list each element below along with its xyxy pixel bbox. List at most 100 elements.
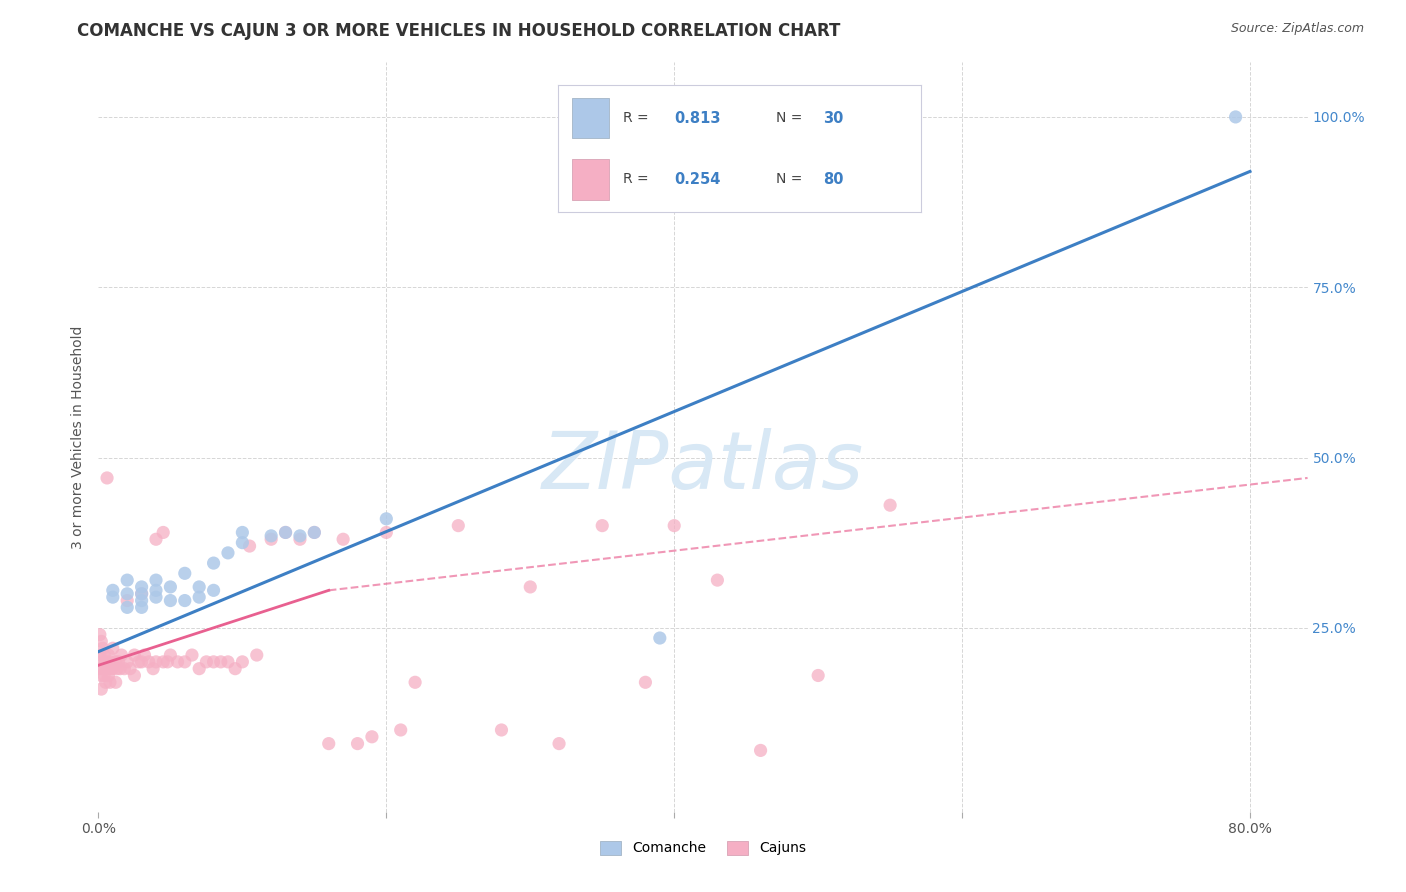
Point	[131, 593, 153, 607]
Point	[202, 556, 225, 570]
Point	[202, 655, 225, 669]
Point	[224, 662, 246, 676]
Point	[101, 662, 124, 676]
Point	[304, 525, 326, 540]
Point	[145, 590, 167, 604]
Point	[195, 655, 218, 669]
Point	[91, 641, 114, 656]
Point	[188, 590, 211, 604]
Point	[404, 675, 426, 690]
Point	[93, 648, 115, 662]
Text: ZIPatlas: ZIPatlas	[541, 428, 865, 506]
Point	[131, 587, 153, 601]
Point	[97, 668, 120, 682]
Point	[112, 662, 135, 676]
Point	[124, 668, 146, 682]
Point	[447, 518, 470, 533]
Point	[90, 668, 112, 682]
Point	[807, 668, 830, 682]
Point	[346, 737, 368, 751]
Point	[879, 498, 901, 512]
Point	[152, 655, 174, 669]
Point	[159, 648, 181, 662]
Point	[96, 662, 118, 676]
Point	[173, 655, 195, 669]
Point	[108, 662, 131, 676]
Point	[101, 590, 124, 604]
Point	[101, 583, 124, 598]
Point	[260, 529, 283, 543]
Point	[231, 525, 253, 540]
Point	[231, 535, 253, 549]
Point	[188, 580, 211, 594]
Point	[159, 593, 181, 607]
Point	[101, 641, 124, 656]
Point	[318, 737, 340, 751]
Point	[664, 518, 686, 533]
Point	[648, 631, 671, 645]
Point	[173, 593, 195, 607]
Point	[124, 648, 146, 662]
Legend: Comanche, Cajuns: Comanche, Cajuns	[595, 835, 811, 861]
Point	[89, 627, 111, 641]
Point	[138, 655, 160, 669]
Point	[145, 655, 167, 669]
Point	[239, 539, 262, 553]
Point	[491, 723, 513, 737]
Point	[188, 662, 211, 676]
Point	[105, 662, 128, 676]
Point	[115, 593, 138, 607]
Point	[274, 525, 297, 540]
Point	[173, 566, 195, 581]
Point	[145, 583, 167, 598]
Point	[98, 675, 121, 690]
Point	[131, 587, 153, 601]
Point	[131, 580, 153, 594]
Point	[209, 655, 232, 669]
Point	[104, 655, 127, 669]
Point	[128, 655, 150, 669]
Point	[94, 655, 117, 669]
Text: COMANCHE VS CAJUN 3 OR MORE VEHICLES IN HOUSEHOLD CORRELATION CHART: COMANCHE VS CAJUN 3 OR MORE VEHICLES IN …	[77, 22, 841, 40]
Point	[96, 471, 118, 485]
Point	[131, 600, 153, 615]
Point	[90, 682, 112, 697]
Point	[634, 675, 657, 690]
Point	[145, 533, 167, 547]
Point	[90, 655, 112, 669]
Point	[389, 723, 412, 737]
Point	[304, 525, 326, 540]
Point	[115, 655, 138, 669]
Point	[260, 533, 283, 547]
Point	[152, 525, 174, 540]
Point	[706, 573, 728, 587]
Point	[274, 525, 297, 540]
Point	[110, 648, 132, 662]
Point	[217, 546, 239, 560]
Point	[90, 634, 112, 648]
Point	[145, 573, 167, 587]
Point	[202, 583, 225, 598]
Point	[1225, 110, 1247, 124]
Point	[134, 648, 156, 662]
Point	[107, 655, 129, 669]
Point	[89, 648, 111, 662]
Point	[142, 662, 165, 676]
Point	[115, 587, 138, 601]
Point	[100, 662, 122, 676]
Point	[749, 743, 772, 757]
Point	[120, 662, 142, 676]
Point	[288, 533, 311, 547]
Point	[519, 580, 541, 594]
Point	[375, 525, 398, 540]
Point	[159, 580, 181, 594]
Point	[98, 655, 121, 669]
Point	[217, 655, 239, 669]
Point	[246, 648, 269, 662]
Point	[375, 512, 398, 526]
Point	[93, 668, 115, 682]
Point	[115, 573, 138, 587]
Text: Source: ZipAtlas.com: Source: ZipAtlas.com	[1230, 22, 1364, 36]
Point	[231, 655, 253, 669]
Point	[591, 518, 613, 533]
